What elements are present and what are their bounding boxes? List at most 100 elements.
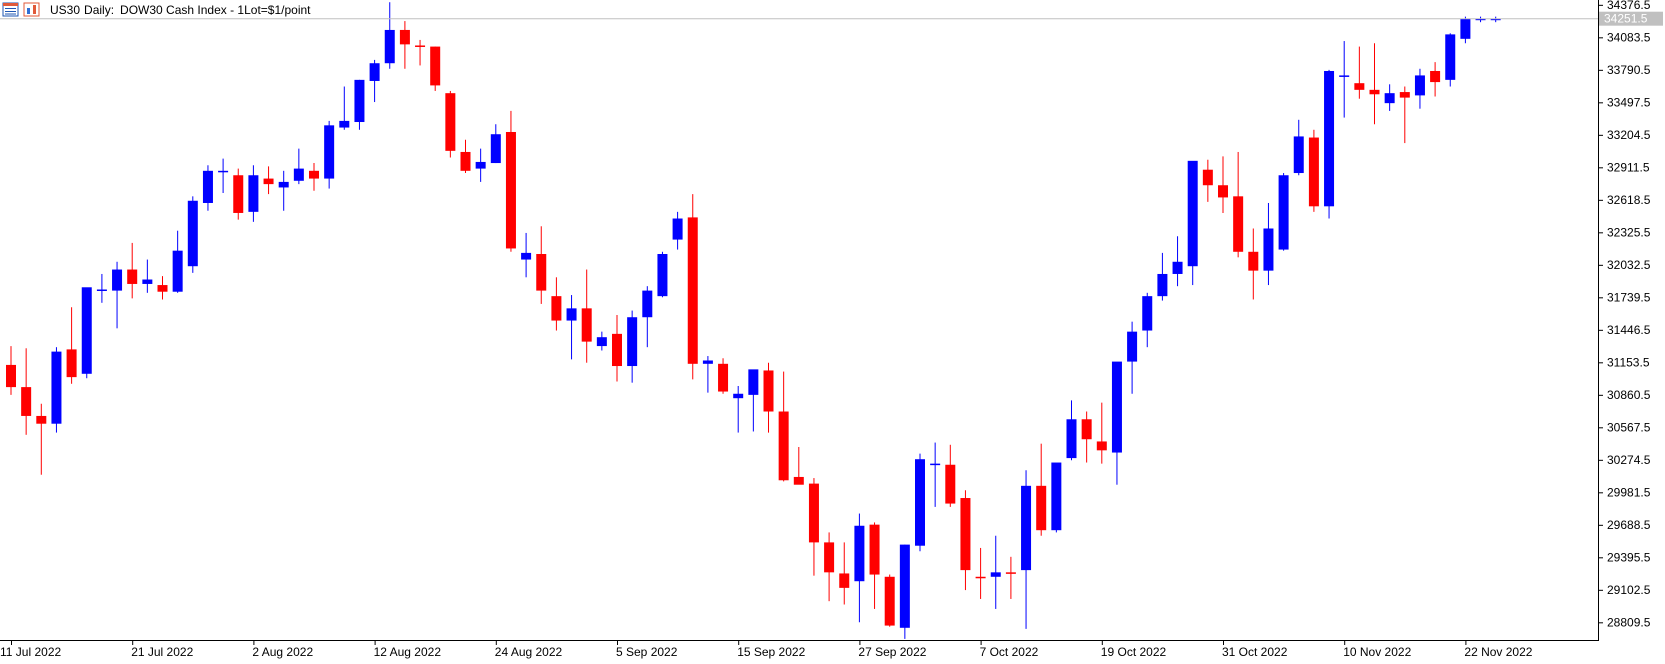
candle[interactable] — [839, 542, 850, 605]
candle[interactable] — [66, 307, 77, 384]
candle[interactable] — [808, 478, 819, 576]
chart-icon[interactable] — [23, 2, 40, 17]
candle[interactable] — [1460, 16, 1471, 44]
candle[interactable] — [1293, 119, 1304, 176]
candle[interactable] — [642, 286, 653, 348]
candle[interactable] — [96, 273, 107, 303]
candle[interactable] — [1248, 228, 1259, 300]
candle[interactable] — [687, 194, 698, 380]
candle[interactable] — [551, 277, 562, 331]
candle[interactable] — [612, 315, 622, 382]
candle[interactable] — [1066, 400, 1077, 461]
candle[interactable] — [430, 46, 441, 91]
candle[interactable] — [672, 211, 683, 250]
candle[interactable] — [187, 196, 198, 273]
candle[interactable] — [248, 165, 259, 222]
candle[interactable] — [1308, 129, 1319, 212]
candle[interactable] — [627, 310, 638, 383]
candle[interactable] — [233, 168, 244, 220]
candle[interactable] — [657, 251, 668, 298]
candle[interactable] — [1475, 16, 1486, 23]
candle[interactable] — [702, 356, 713, 393]
candle[interactable] — [172, 230, 183, 293]
candle[interactable] — [884, 574, 895, 627]
candle[interactable] — [793, 447, 804, 485]
candle[interactable] — [475, 148, 486, 182]
candle[interactable] — [1021, 470, 1032, 629]
candle[interactable] — [566, 295, 577, 360]
candle[interactable] — [1233, 151, 1244, 258]
candle[interactable] — [202, 165, 213, 211]
candle[interactable] — [1096, 402, 1107, 464]
candle[interactable] — [763, 362, 774, 433]
candle[interactable] — [824, 532, 835, 602]
candle[interactable] — [960, 490, 971, 591]
candle[interactable] — [975, 547, 986, 599]
candle[interactable] — [1127, 321, 1138, 394]
candle[interactable] — [309, 163, 319, 191]
candle[interactable] — [1490, 16, 1501, 23]
candle[interactable] — [596, 331, 607, 351]
candle[interactable] — [1157, 252, 1168, 301]
spreadsheet-icon[interactable] — [2, 2, 19, 17]
candle[interactable] — [869, 522, 880, 609]
candle[interactable] — [399, 21, 410, 69]
candle[interactable] — [142, 259, 153, 293]
candle[interactable] — [1384, 84, 1395, 111]
candle[interactable] — [1111, 361, 1122, 485]
candle[interactable] — [1430, 62, 1441, 97]
candle[interactable] — [112, 261, 123, 329]
candle[interactable] — [369, 59, 380, 103]
candle[interactable] — [1218, 156, 1228, 213]
candle[interactable] — [218, 158, 229, 193]
candle[interactable] — [505, 110, 516, 252]
candle[interactable] — [1051, 462, 1062, 533]
candle[interactable] — [1339, 41, 1350, 118]
candle[interactable] — [718, 358, 729, 394]
candle[interactable] — [1445, 33, 1456, 87]
candle[interactable] — [278, 170, 289, 211]
candle[interactable] — [415, 39, 426, 66]
candle[interactable] — [854, 513, 865, 623]
candle[interactable] — [778, 371, 789, 482]
candle[interactable] — [127, 242, 138, 299]
candle[interactable] — [536, 226, 547, 304]
candle[interactable] — [1263, 202, 1274, 286]
candle[interactable] — [1202, 159, 1213, 202]
candle[interactable] — [51, 347, 62, 433]
candle[interactable] — [990, 535, 1001, 609]
candle[interactable] — [1278, 173, 1289, 251]
candle[interactable] — [157, 276, 168, 300]
candle[interactable] — [21, 348, 32, 435]
candle[interactable] — [490, 124, 501, 164]
candle[interactable] — [1399, 86, 1410, 144]
candle[interactable] — [1142, 292, 1153, 348]
candle[interactable] — [445, 90, 456, 158]
candle[interactable] — [293, 148, 304, 185]
candle[interactable] — [36, 403, 47, 475]
candle[interactable] — [521, 232, 532, 278]
candle[interactable] — [263, 166, 274, 195]
candle[interactable] — [339, 86, 350, 130]
candle[interactable] — [81, 287, 92, 379]
candle[interactable] — [384, 2, 395, 69]
candle[interactable] — [915, 453, 925, 552]
candle[interactable] — [460, 139, 471, 174]
candle[interactable] — [354, 79, 365, 130]
candle[interactable] — [1187, 160, 1198, 286]
candle[interactable] — [1036, 443, 1047, 536]
candle[interactable] — [899, 544, 910, 639]
candle[interactable] — [748, 369, 759, 432]
candle[interactable] — [733, 385, 744, 433]
candle[interactable] — [581, 269, 592, 363]
candle[interactable] — [1324, 69, 1335, 219]
candle[interactable] — [1172, 236, 1183, 287]
candle[interactable] — [6, 346, 16, 395]
candle[interactable] — [1369, 43, 1380, 125]
candle[interactable] — [1081, 411, 1092, 463]
candle[interactable] — [1005, 556, 1016, 599]
candle[interactable] — [1354, 46, 1365, 99]
candle[interactable] — [930, 442, 941, 507]
